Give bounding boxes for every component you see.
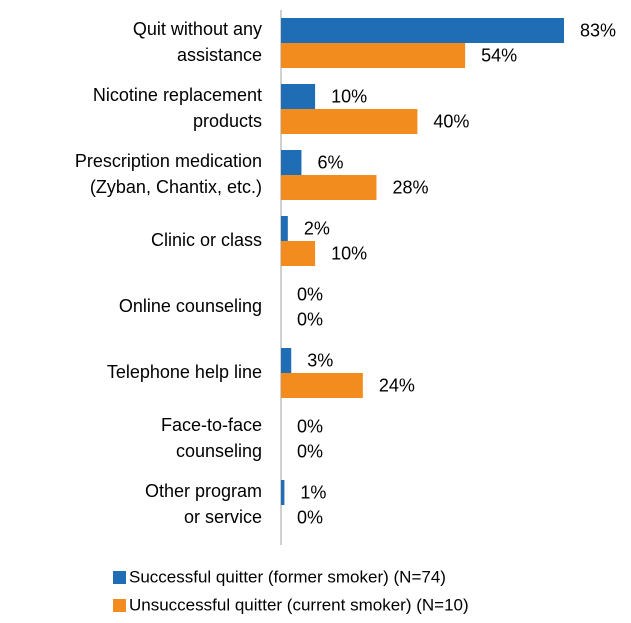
bar <box>281 241 316 266</box>
bar <box>281 109 418 134</box>
category-label: (Zyban, Chantix, etc.) <box>90 177 262 197</box>
bar <box>281 150 302 175</box>
category-label: Quit without any <box>133 19 262 39</box>
value-label: 10% <box>331 243 367 263</box>
value-label: 6% <box>317 152 343 172</box>
value-label: 0% <box>297 507 323 527</box>
category-label: Other program <box>145 481 262 501</box>
value-label: 0% <box>297 284 323 304</box>
value-label: 83% <box>580 20 616 40</box>
bar <box>281 175 377 200</box>
bar <box>281 18 565 43</box>
bar <box>281 216 288 241</box>
legend-label: Successful quitter (former smoker) (N=74… <box>129 567 446 586</box>
bar <box>281 480 285 505</box>
category-label: Telephone help line <box>107 362 262 382</box>
value-label: 10% <box>331 86 367 106</box>
value-label: 0% <box>297 416 323 436</box>
category-label: assistance <box>177 45 262 65</box>
value-label: 3% <box>307 350 333 370</box>
category-label: or service <box>184 507 262 527</box>
value-label: 40% <box>433 111 469 131</box>
value-label: 2% <box>304 218 330 238</box>
category-label: products <box>193 111 262 131</box>
value-label: 28% <box>392 177 428 197</box>
legend-label: Unsuccessful quitter (current smoker) (N… <box>129 595 469 614</box>
value-label: 0% <box>297 309 323 329</box>
legend-swatch <box>113 599 126 612</box>
category-label: Nicotine replacement <box>93 85 262 105</box>
category-label: Clinic or class <box>151 230 262 250</box>
legend-swatch <box>113 571 126 584</box>
legend: Successful quitter (former smoker) (N=74… <box>113 567 469 614</box>
value-label: 1% <box>300 482 326 502</box>
bar <box>281 373 363 398</box>
category-label: counseling <box>176 441 262 461</box>
bar <box>281 348 292 373</box>
bar <box>281 43 466 68</box>
value-label: 24% <box>379 375 415 395</box>
category-label: Online counseling <box>119 296 262 316</box>
category-label: Face-to-face <box>161 415 262 435</box>
value-label: 0% <box>297 441 323 461</box>
category-label: Prescription medication <box>75 151 262 171</box>
value-label: 54% <box>481 45 517 65</box>
bar <box>281 84 316 109</box>
